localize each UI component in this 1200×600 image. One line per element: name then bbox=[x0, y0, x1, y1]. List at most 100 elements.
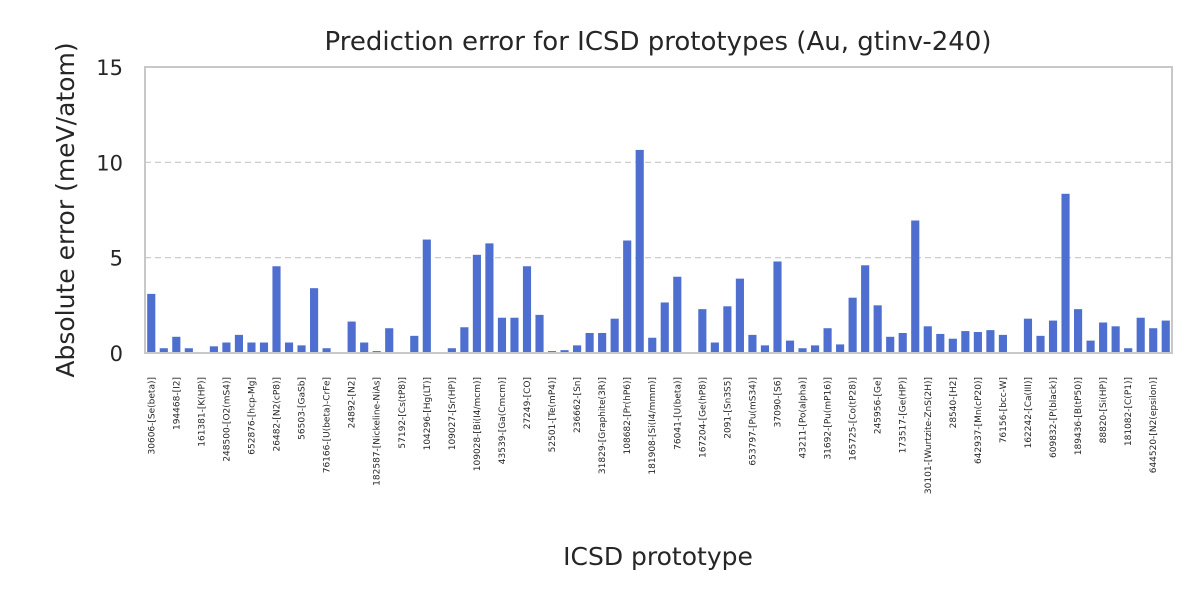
x-axis-ticks: 30606-[Se(beta)] 194468-[I2] 161381-[K(HP)… bbox=[147, 377, 1159, 494]
x-tick-label: 27249-[CO] bbox=[523, 377, 533, 429]
bar bbox=[710, 342, 719, 353]
bar bbox=[673, 276, 682, 353]
x-tick-label: 88820-[Si(HP)] bbox=[1099, 377, 1109, 443]
bar bbox=[510, 317, 519, 353]
x-axis-label: ICSD prototype bbox=[563, 542, 753, 571]
x-tick-label: 162242-[Ca(III)] bbox=[1024, 377, 1034, 448]
bar bbox=[1061, 193, 1070, 353]
bar bbox=[147, 293, 156, 353]
x-tick-label: 28540-[H2] bbox=[949, 377, 959, 428]
y-tick-label: 10 bbox=[96, 151, 123, 175]
bar bbox=[785, 340, 795, 353]
bar bbox=[560, 350, 569, 353]
x-tick-label: 161381-[K(HP)] bbox=[197, 377, 207, 447]
bar bbox=[898, 332, 907, 353]
bar bbox=[172, 336, 181, 353]
x-tick-label: 43539-[Ga(Cmcm)] bbox=[498, 377, 508, 464]
bar bbox=[735, 278, 744, 353]
bar bbox=[961, 331, 970, 353]
bar bbox=[410, 335, 419, 353]
bar bbox=[936, 333, 945, 353]
bar bbox=[648, 337, 657, 353]
x-tick-label: 181082-[C(P1)] bbox=[1124, 377, 1134, 446]
x-tick-label: 109028-[Bi(I4/mcm)] bbox=[473, 377, 483, 471]
bar bbox=[861, 265, 870, 353]
x-tick-label: 76156-[bcc-W] bbox=[999, 377, 1009, 443]
bar bbox=[485, 243, 494, 353]
bar bbox=[948, 338, 957, 353]
x-tick-label: 181908-[Si(I4/mmm)] bbox=[648, 377, 658, 475]
y-tick-label: 15 bbox=[96, 56, 123, 80]
x-tick-label: 30606-[Se(beta)] bbox=[147, 377, 157, 454]
bar bbox=[911, 220, 920, 353]
bar bbox=[698, 309, 707, 353]
bar bbox=[823, 328, 832, 353]
bar bbox=[184, 348, 193, 353]
plot-frame bbox=[144, 66, 1173, 354]
x-tick-label: 245956-[Ge] bbox=[874, 377, 884, 434]
bar bbox=[873, 305, 882, 353]
x-tick-label: 37090-[S6] bbox=[773, 377, 783, 427]
x-tick-label: 165725-[Co(tP28)] bbox=[849, 377, 859, 461]
bar bbox=[497, 317, 507, 353]
bar bbox=[760, 345, 770, 353]
bar bbox=[598, 332, 607, 353]
bar bbox=[360, 342, 369, 353]
x-tick-label: 26482-[N2(cP8)] bbox=[273, 377, 283, 451]
bar bbox=[923, 326, 932, 353]
bar bbox=[1023, 318, 1033, 353]
x-tick-label: 31829-[Graphite(3R)] bbox=[598, 377, 608, 474]
bar bbox=[272, 266, 281, 353]
bar bbox=[1149, 328, 1158, 353]
x-tick-label: 653797-[Pu(mS34)] bbox=[748, 377, 758, 466]
x-tick-label: 644520-[N2(epsilon)] bbox=[1149, 377, 1159, 473]
bars bbox=[147, 149, 1170, 353]
y-axis-ticks: 0 5 10 15 bbox=[96, 56, 123, 366]
x-tick-label: 2091-[Sn3S5] bbox=[723, 377, 733, 439]
x-tick-label: 109027-[Sr(HP)] bbox=[448, 377, 458, 450]
bar bbox=[660, 302, 669, 353]
x-tick-label: 31692-[Pu(mP16)] bbox=[824, 377, 834, 460]
bar bbox=[748, 334, 757, 353]
x-tick-label: 52501-[Te(mP4)] bbox=[548, 377, 558, 452]
bar bbox=[1086, 340, 1095, 353]
x-tick-label: 194468-[I2] bbox=[172, 377, 182, 430]
bar bbox=[773, 261, 782, 353]
bar bbox=[848, 297, 857, 353]
bar bbox=[1136, 317, 1145, 353]
bar bbox=[297, 345, 306, 353]
bar bbox=[798, 348, 807, 353]
bar bbox=[1048, 320, 1058, 353]
bar bbox=[836, 344, 845, 353]
bar bbox=[284, 342, 294, 353]
x-tick-label: 173517-[Ge(HP)] bbox=[899, 377, 909, 453]
bar bbox=[385, 328, 394, 353]
bar bbox=[159, 348, 168, 353]
x-tick-label: 57192-[Cs(tP8)] bbox=[398, 377, 408, 449]
bar bbox=[247, 342, 256, 353]
bar bbox=[635, 149, 644, 353]
bar bbox=[535, 314, 544, 353]
bar bbox=[347, 321, 356, 353]
bar bbox=[886, 336, 895, 353]
bar bbox=[222, 342, 231, 353]
chart-title: Prediction error for ICSD prototypes (Au… bbox=[325, 27, 992, 57]
bar bbox=[1124, 348, 1133, 353]
bar bbox=[1073, 309, 1083, 353]
x-tick-label: 56503-[GaSb] bbox=[298, 377, 308, 440]
bar bbox=[1111, 326, 1120, 353]
bar bbox=[1161, 320, 1170, 353]
x-tick-label: 76166-[U(beta)-CrFe] bbox=[323, 377, 333, 473]
bar bbox=[460, 327, 469, 353]
bar bbox=[322, 348, 331, 353]
x-tick-label: 652876-[hcp-Mg] bbox=[247, 377, 257, 455]
bar bbox=[623, 240, 632, 353]
x-tick-label: 167204-[Ge(hP8)] bbox=[698, 377, 708, 458]
x-tick-label: 248500-[O2(mS4)] bbox=[222, 377, 232, 462]
x-tick-label: 104296-[Hg(LT)] bbox=[423, 377, 433, 450]
gridlines bbox=[145, 161, 1172, 259]
bar bbox=[234, 334, 244, 353]
bar bbox=[610, 318, 619, 353]
bar bbox=[810, 345, 820, 353]
